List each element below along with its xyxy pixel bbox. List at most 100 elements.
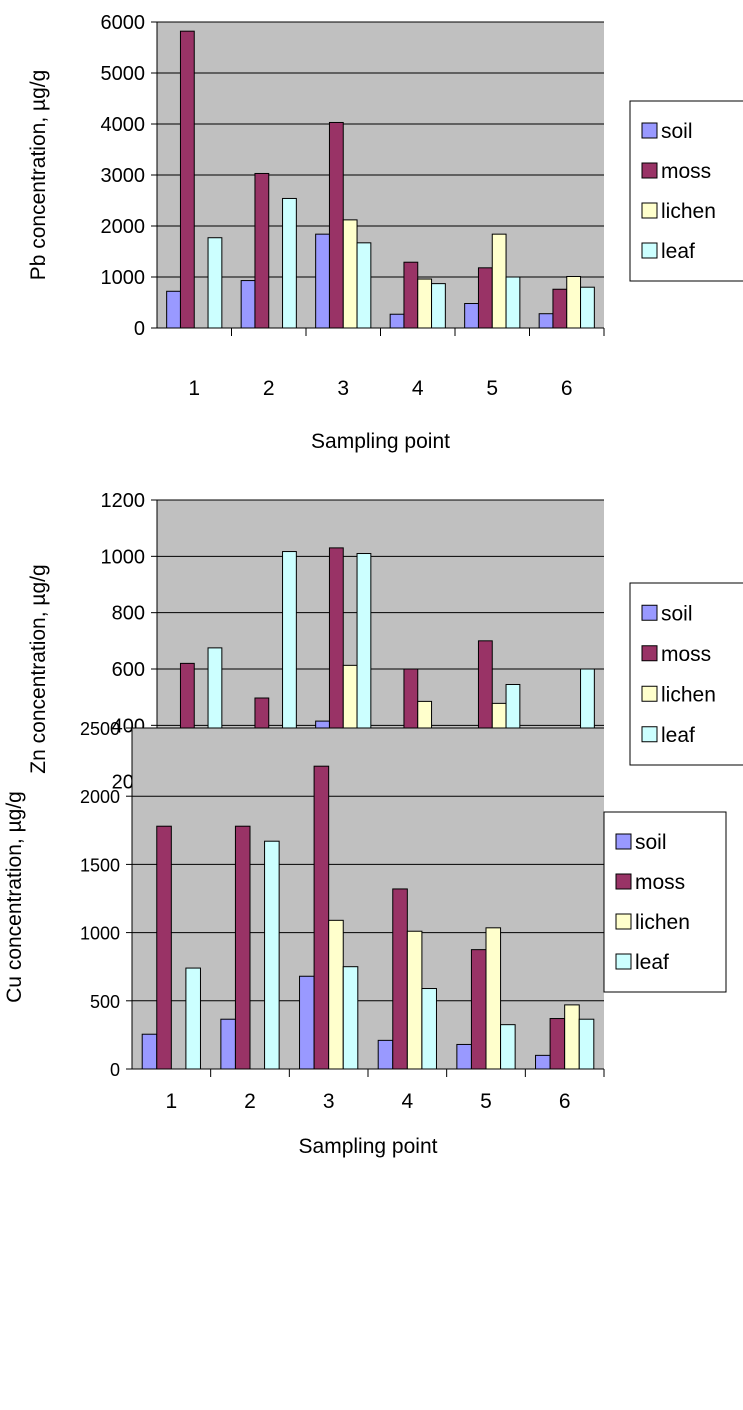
y-tick-label: 1500 [80,855,120,875]
bar-soil-point-3 [299,975,315,1070]
x-tick-label: 3 [323,1090,335,1113]
x-axis-label: Sampling point [299,1135,438,1158]
bar-moss-point-6 [549,1018,566,1070]
legend-swatch-leaf [615,953,632,970]
x-tick-label: 2 [263,377,275,400]
x-tick-label: 6 [559,1090,571,1113]
y-tick-label: 1000 [80,924,120,944]
bar-soil-point-1 [166,290,181,329]
y-tick-label: 0 [110,1060,120,1080]
y-tick-label: 1000 [101,267,146,289]
chart-1: 0 1000 2000 3000 4000 5000 6000 1 2 3 4 5 6 Sampling … [27,12,743,453]
legend-label-moss: moss [661,643,711,666]
legend-label-soil: soil [661,602,693,625]
bar-leaf-point-2 [282,197,297,329]
y-tick-label: 2000 [101,216,146,238]
x-tick-label: 2 [244,1090,256,1113]
y-tick-label: 0 [134,318,145,340]
bar-leaf-point-5 [500,1024,516,1070]
x-tick-label: 1 [165,1090,177,1113]
bar-lichen-point-6 [566,275,582,329]
bar-moss-point-1 [156,825,172,1070]
y-tick-label: 3000 [101,165,146,187]
bar-moss-point-2 [254,172,270,329]
bar-leaf-point-3 [342,966,359,1070]
bar-moss-point-4 [392,888,408,1070]
legend-label-leaf: leaf [661,240,695,263]
y-tick-label: 800 [112,603,145,625]
y-axis-label: Pb concentration, µg/g [27,70,50,281]
legend-swatch-lichen [615,913,632,930]
y-tick-label: 1200 [101,490,146,512]
bar-moss-point-2 [234,825,251,1070]
bar-leaf-point-3 [356,242,372,329]
bar-leaf-point-1 [207,237,223,329]
y-tick-label: 500 [90,992,120,1012]
legend-label-lichen: lichen [635,911,690,934]
bar-moss-point-6 [552,288,568,329]
bar-lichen-point-3 [328,919,344,1070]
x-tick-label: 5 [486,377,498,400]
bar-soil-point-5 [456,1043,472,1070]
y-tick-label: 2500 [80,719,120,739]
legend-swatch-lichen [641,202,658,219]
bar-leaf-point-6 [578,1018,595,1070]
legend-label-soil: soil [635,831,667,854]
legend-label-leaf: leaf [661,724,695,747]
legend-label-soil: soil [661,120,693,143]
bar-leaf-point-5 [505,276,521,329]
x-tick-label: 6 [561,377,573,400]
legend-label-leaf: leaf [635,951,669,974]
bar-soil-point-2 [240,280,256,329]
y-tick-label: 4000 [101,114,146,136]
x-tick-label: 1 [188,377,200,400]
bar-lichen-point-4 [417,278,433,329]
plot-area [132,728,604,1069]
legend-swatch-leaf [641,242,658,259]
x-axis-label: Sampling point [311,430,450,453]
legend-label-moss: moss [661,160,711,183]
y-tick-label: 2000 [80,787,120,807]
legend-swatch-moss [641,645,658,662]
legend-label-lichen: lichen [661,683,716,706]
legend-swatch-lichen [641,685,658,702]
bar-moss-point-5 [477,267,493,329]
bar-lichen-point-6 [564,1004,580,1070]
bar-lichen-point-5 [485,927,502,1070]
y-axis-label: Cu concentration, µg/g [3,791,26,1003]
bar-soil-point-3 [315,233,330,329]
bar-moss-point-3 [328,121,344,329]
x-tick-label: 4 [401,1090,413,1113]
bar-soil-point-4 [377,1039,394,1070]
bar-leaf-point-1 [185,967,201,1070]
bar-soil-point-1 [141,1033,158,1070]
bar-leaf-point-4 [421,988,437,1070]
y-axis-label: Zn concentration, µg/g [27,564,50,773]
bar-leaf-point-6 [580,286,595,329]
bar-moss-point-4 [403,261,419,329]
bar-lichen-point-4 [406,930,423,1070]
legend-label-moss: moss [635,871,685,894]
legend-swatch-soil [615,833,632,850]
bar-moss-point-5 [470,949,487,1070]
bar-moss-point-1 [179,30,195,329]
bar-lichen-point-5 [491,233,507,329]
bar-soil-point-6 [538,313,554,329]
legend-swatch-soil [641,604,658,621]
y-tick-label: 5000 [101,63,146,85]
legend-swatch-moss [641,162,658,179]
y-tick-label: 1000 [101,546,146,568]
legend-swatch-moss [615,873,632,890]
chart-3: 0 500 1000 1500 2000 2500 1 2 3 4 5 6 Sampling point… [3,719,727,1158]
legend-swatch-leaf [641,726,658,743]
legend-swatch-soil [641,122,658,139]
y-tick-label: 600 [112,659,145,681]
bar-moss-point-3 [313,765,330,1070]
x-tick-label: 5 [480,1090,492,1113]
bar-lichen-point-3 [342,219,358,329]
x-tick-label: 4 [412,377,424,400]
bar-leaf-point-2 [264,840,280,1070]
bar-soil-point-2 [220,1018,236,1070]
x-tick-label: 3 [337,377,349,400]
